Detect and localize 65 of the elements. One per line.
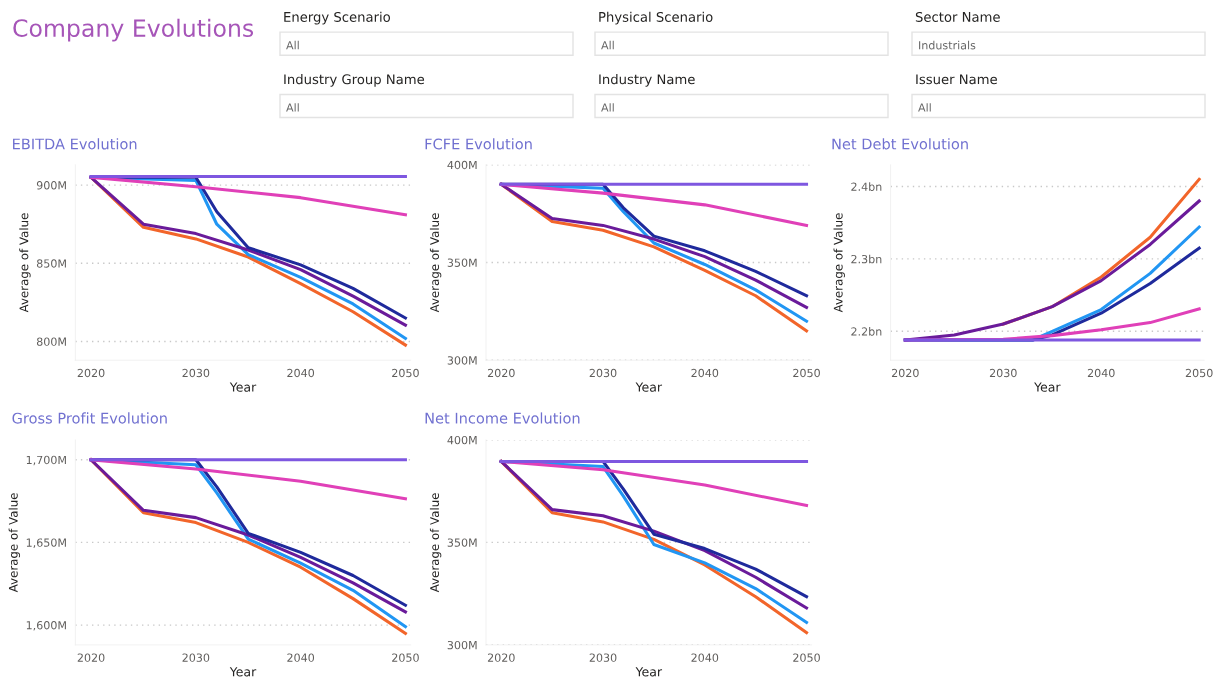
y-tick-label: 300M: [447, 356, 477, 365]
x-tick-label: 2040: [691, 653, 719, 662]
y-axis-title: Average of Value: [19, 213, 31, 313]
text: Physical Scenario: [599, 11, 713, 25]
y-axis-title: Average of Value: [833, 213, 845, 313]
text: Industrials: [919, 40, 976, 50]
x-tick-label: 2050: [392, 653, 419, 662]
x-tick-label: 2050: [793, 653, 820, 662]
line-series: [89, 458, 407, 501]
chart-title: Gross Profit Evolution: [12, 412, 167, 424]
x-tick-label: 2020: [891, 368, 919, 378]
text: Sector Name: [915, 11, 1000, 22]
line-series: [89, 175, 407, 217]
x-tick-label: 2040: [691, 368, 719, 378]
text: Company Evolutions: [13, 18, 254, 42]
x-tick-label: 2040: [1087, 368, 1115, 378]
text: All: [601, 40, 614, 50]
y-tick-label: 400M: [447, 435, 477, 445]
x-tick-label: 2040: [287, 368, 315, 378]
x-tick-label: 2030: [589, 368, 617, 378]
y-axis-title: Average of Value: [429, 213, 442, 313]
y-tick-label: 350M: [447, 538, 477, 547]
text: All: [918, 103, 931, 112]
chart-title: FCFE Evolution: [425, 138, 532, 150]
y-tick-label: 2.3bn: [851, 254, 882, 264]
y-axis-title: Average of Value: [429, 493, 442, 593]
y-tick-label: 800M: [36, 337, 66, 346]
x-tick-label: 2050: [793, 368, 820, 378]
text: All: [286, 40, 299, 50]
x-axis-title: Year: [635, 382, 663, 392]
y-tick-label: 400M: [447, 160, 477, 170]
x-tick-label: 2030: [989, 368, 1017, 378]
x-axis-title: Year: [635, 667, 663, 677]
x-axis-title: Year: [229, 382, 257, 392]
y-tick-label: 300M: [447, 640, 477, 650]
text: All: [286, 103, 299, 112]
x-tick-label: 2030: [182, 653, 210, 662]
x-tick-label: 2020: [487, 653, 515, 662]
text: Industry Name: [599, 74, 695, 87]
y-tick-label: 1,700M: [26, 455, 66, 466]
text: All: [601, 103, 614, 112]
x-tick-label: 2020: [77, 653, 105, 662]
y-tick-label: 1,650M: [26, 538, 66, 548]
x-tick-label: 2020: [77, 368, 105, 378]
text: Issuer Name: [916, 74, 997, 85]
y-tick-label: 2.2bn: [851, 327, 882, 336]
y-axis-title: Average of Value: [8, 493, 21, 593]
x-tick-label: 2020: [487, 368, 515, 378]
y-tick-label: 350M: [447, 258, 477, 267]
chart-title: EBITDA Evolution: [13, 138, 137, 150]
y-tick-label: 900M: [36, 181, 66, 190]
text: Industry Group Name: [284, 74, 425, 87]
y-tick-label: 1,600M: [26, 621, 66, 631]
chart-title: Net Income Evolution: [425, 412, 580, 424]
x-tick-label: 2040: [287, 653, 315, 662]
y-tick-label: 850M: [36, 259, 66, 268]
x-tick-label: 2030: [589, 653, 617, 662]
x-tick-label: 2030: [182, 368, 210, 378]
chart-title: Net Debt Evolution: [832, 138, 968, 150]
y-tick-label: 2.4bn: [851, 182, 882, 191]
text: Energy Scenario: [284, 11, 391, 25]
x-axis-title: Year: [1034, 382, 1061, 392]
x-tick-label: 2050: [392, 368, 419, 378]
x-axis-title: Year: [229, 667, 257, 677]
x-tick-label: 2050: [1185, 368, 1213, 378]
